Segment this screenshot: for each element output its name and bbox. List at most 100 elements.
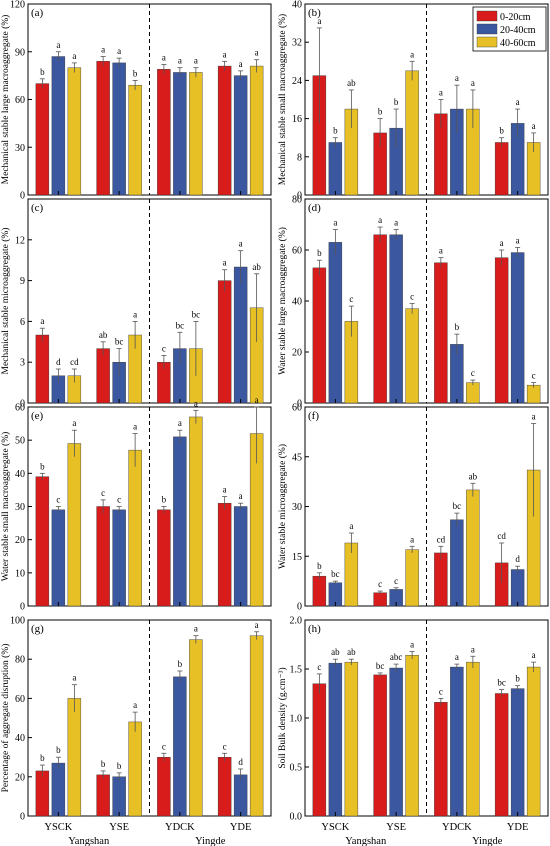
y-tick-label: 80 — [292, 195, 302, 206]
bar — [494, 693, 509, 817]
bar — [128, 84, 142, 196]
bar — [112, 509, 126, 607]
bar — [405, 308, 419, 404]
significance-letter: a — [239, 491, 243, 501]
significance-letter: a — [455, 652, 459, 662]
significance-letter: b — [40, 67, 45, 77]
bar — [96, 61, 110, 196]
chart-panel-1: 0 30 60 90 120 Mechanical stable large macroa… — [0, 0, 272, 202]
bar — [67, 698, 82, 817]
y-axis-label: Water stable large macroaggregate (%) — [277, 227, 288, 375]
legend-label: 40-60cm — [500, 38, 536, 49]
y-tick-label: 90 — [15, 47, 25, 58]
x-tick-label: YDCK — [165, 822, 195, 833]
significance-letter: b — [317, 248, 322, 258]
y-tick-label: 0 — [20, 399, 25, 410]
bar — [526, 384, 541, 404]
significance-letter: a — [72, 418, 76, 428]
y-tick-label: 40 — [15, 469, 25, 480]
significance-letter: a — [239, 239, 243, 249]
y-tick-label: 60 — [15, 95, 25, 106]
significance-letter: d — [515, 554, 520, 564]
y-tick-label: 1.5 — [290, 665, 303, 676]
significance-letter: a — [349, 521, 353, 531]
y-tick-label: 6 — [20, 317, 25, 328]
significance-letter: a — [239, 59, 243, 69]
y-tick-label: 60 — [292, 403, 302, 414]
significance-letter: bc — [176, 320, 185, 330]
y-tick-label: 50 — [15, 436, 25, 447]
bar — [510, 252, 525, 404]
y-tick-label: 60 — [15, 694, 25, 705]
bar — [173, 676, 187, 817]
significance-letter: b — [133, 68, 138, 78]
bar — [51, 762, 66, 817]
bar — [249, 635, 264, 817]
bar — [51, 509, 66, 607]
significance-letter: a — [455, 73, 459, 83]
significance-letter: a — [72, 673, 76, 683]
significance-letter: a — [117, 46, 121, 56]
bar — [450, 666, 464, 817]
significance-letter: cd — [497, 531, 506, 541]
y-tick-label: 24 — [292, 76, 302, 87]
significance-letter: a — [394, 218, 398, 228]
chart-panel-2: 0 8 16 24 32 40 Mechanical stable small macroa… — [277, 0, 549, 202]
bar — [189, 72, 203, 196]
significance-letter: a — [162, 52, 166, 62]
y-tick-label: 60 — [15, 403, 25, 414]
bar — [466, 382, 480, 404]
panel-label: (a) — [31, 7, 44, 19]
chart-panel-7: 0 20 40 60 80 100 Percentage of aggregate disr… — [0, 616, 272, 846]
significance-letter: a — [178, 56, 182, 66]
bar — [35, 334, 50, 404]
bar — [466, 489, 480, 607]
bar — [405, 70, 419, 196]
y-tick-label: 60 — [292, 246, 302, 257]
bar — [67, 67, 82, 196]
y-tick-label: 9 — [20, 276, 25, 287]
significance-letter: b — [162, 495, 167, 505]
bar — [67, 443, 82, 607]
bar — [96, 774, 110, 817]
bar — [249, 65, 264, 196]
significance-letter: a — [255, 620, 259, 630]
bar — [434, 702, 448, 817]
y-tick-label: 20 — [15, 772, 25, 783]
significance-letter: a — [532, 121, 536, 131]
bar — [112, 776, 126, 817]
legend-swatch — [476, 10, 498, 22]
y-axis-label: Water stable small macroaggregate (%) — [0, 432, 11, 582]
bar — [434, 552, 448, 607]
bar — [373, 674, 387, 817]
significance-letter: a — [439, 88, 443, 98]
significance-letter: ab — [331, 647, 340, 657]
bar — [189, 639, 203, 817]
significance-letter: d — [56, 357, 61, 367]
bar — [217, 757, 232, 817]
significance-letter: cd — [70, 357, 79, 367]
bar — [328, 142, 343, 196]
y-tick-label: 1.0 — [290, 714, 303, 725]
significance-letter: a — [223, 485, 227, 495]
bar — [494, 257, 509, 404]
panel-label: (d) — [308, 202, 321, 214]
y-tick-label: 0 — [297, 191, 302, 202]
significance-letter: c — [223, 741, 227, 751]
bar — [312, 575, 327, 607]
significance-letter: d — [238, 757, 243, 767]
bar — [96, 348, 110, 404]
bar — [35, 83, 50, 196]
significance-letter: c — [394, 576, 398, 586]
bar — [157, 509, 171, 607]
y-tick-label: 0 — [297, 399, 302, 410]
bar — [328, 242, 343, 404]
significance-letter: c — [532, 371, 536, 381]
bar — [312, 683, 327, 817]
significance-letter: a — [378, 215, 382, 225]
significance-letter: b — [101, 759, 106, 769]
x-tick-label: YSCK — [44, 822, 72, 833]
y-tick-label: 20 — [15, 535, 25, 546]
y-tick-label: 16 — [292, 114, 302, 125]
significance-letter: c — [317, 662, 321, 672]
